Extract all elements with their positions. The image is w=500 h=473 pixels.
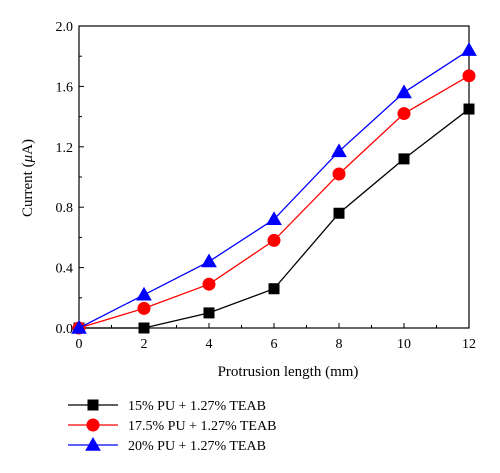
- data-point: [201, 253, 217, 268]
- data-point: [396, 84, 412, 99]
- data-point: [267, 233, 281, 247]
- x-tick-label: 2: [141, 337, 148, 352]
- data-point: [137, 301, 151, 315]
- y-axis-title: Current (μA): [20, 139, 36, 217]
- legend-label: 15% PU + 1.27% TEAB: [128, 399, 266, 414]
- y-tick-label: 0.8: [56, 201, 74, 216]
- legend-marker: [87, 399, 99, 411]
- legend-label: 20% PU + 1.27% TEAB: [128, 439, 266, 454]
- data-point: [138, 322, 150, 334]
- data-point: [266, 211, 282, 226]
- data-point: [461, 42, 477, 56]
- x-tick-label: 6: [271, 337, 278, 352]
- legend-marker: [85, 436, 101, 451]
- series-3: [71, 42, 477, 334]
- y-tick-label: 0.4: [56, 262, 74, 277]
- data-point: [268, 283, 280, 295]
- data-point: [332, 167, 346, 181]
- legend: 15% PU + 1.27% TEAB 17.5% PU + 1.27% TEAB…: [68, 399, 276, 454]
- data-point: [203, 307, 215, 319]
- plot-border: [78, 25, 470, 329]
- data-point: [202, 277, 216, 291]
- series-layer: [71, 42, 477, 335]
- x-tick-label: 10: [397, 337, 411, 352]
- x-tick-label: 8: [336, 337, 343, 352]
- data-point: [462, 69, 476, 83]
- x-tick-label: 0: [76, 337, 83, 352]
- data-point: [398, 153, 410, 165]
- series-2: [72, 69, 476, 335]
- plot-area: [78, 25, 470, 329]
- legend-item: 20% PU + 1.27% TEAB: [68, 436, 266, 454]
- data-point: [397, 107, 411, 121]
- y-axis: 0.0 0.4 0.8 1.2 1.6 2.0: [56, 20, 84, 337]
- x-tick-label: 12: [462, 337, 476, 352]
- y-tick-label: 2.0: [56, 20, 74, 35]
- data-point: [333, 207, 345, 219]
- y-tick-label: 0.0: [56, 322, 74, 337]
- x-axis-title: Protrusion length (mm): [218, 364, 359, 380]
- legend-item: 15% PU + 1.27% TEAB: [68, 399, 266, 414]
- legend-marker: [86, 418, 100, 432]
- x-axis: 0 2 4 6 8 10 12: [76, 323, 476, 352]
- legend-label: 17.5% PU + 1.27% TEAB: [128, 419, 276, 434]
- y-tick-label: 1.6: [56, 80, 74, 95]
- data-point: [463, 103, 475, 115]
- data-point: [331, 143, 347, 158]
- data-point: [71, 319, 87, 334]
- data-point: [136, 286, 152, 301]
- y-tick-label: 1.2: [56, 141, 74, 156]
- legend-item: 17.5% PU + 1.27% TEAB: [68, 418, 276, 434]
- x-tick-label: 4: [206, 337, 213, 352]
